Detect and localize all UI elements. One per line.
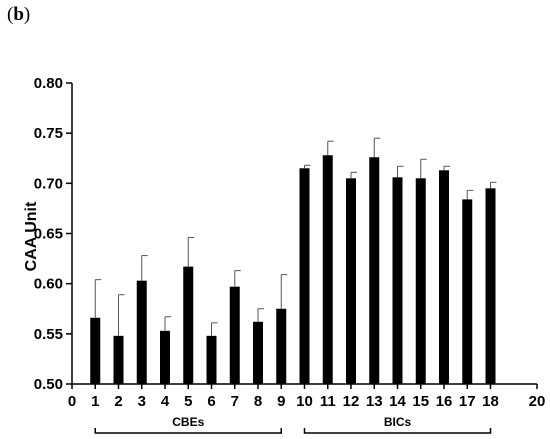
- x-tick-label-6: 6: [207, 393, 215, 410]
- bar-5: [183, 266, 194, 384]
- x-tick-label-16: 16: [436, 393, 453, 410]
- bar-7: [229, 286, 240, 384]
- panel-label-open: (: [7, 4, 14, 25]
- y-tick-label-0.70: 0.70: [34, 175, 63, 192]
- bar-13: [369, 157, 380, 384]
- group-bics-label: BICs: [384, 415, 412, 429]
- y-tick-label-0.55: 0.55: [34, 326, 63, 343]
- bar-17: [462, 199, 473, 384]
- y-tick-label-0.75: 0.75: [34, 125, 63, 142]
- x-tick-label-4: 4: [161, 393, 170, 410]
- bar-2: [113, 335, 124, 384]
- x-tick-label-0: 0: [68, 393, 76, 410]
- panel-label-close: ): [23, 4, 31, 25]
- labels-layer: 0.500.550.600.650.700.750.800 1 2 3 4 5 6 7 8 9 10…: [23, 75, 545, 429]
- bar-14: [392, 177, 403, 384]
- x-tick-label-11: 11: [320, 393, 336, 410]
- y-tick-label-0.50: 0.50: [34, 376, 63, 393]
- x-tick-label-10: 10: [296, 393, 313, 410]
- bar-11: [322, 155, 333, 384]
- x-tick-label-20: 20: [529, 393, 546, 410]
- y-tick-label-0.80: 0.80: [34, 75, 63, 92]
- bar-3: [136, 280, 147, 384]
- x-tick-label-3: 3: [138, 393, 146, 410]
- bar-16: [439, 170, 449, 384]
- x-tick-label-14: 14: [389, 393, 406, 410]
- x-tick-label-8: 8: [254, 393, 262, 410]
- bar-6: [206, 335, 217, 384]
- x-tick-label-12: 12: [343, 393, 360, 410]
- x-tick-label-7: 7: [231, 393, 239, 410]
- x-tick-label-2: 2: [114, 393, 122, 410]
- x-tick-label-5: 5: [184, 393, 192, 410]
- group-cbes-bracket: [94, 428, 282, 434]
- axes-layer: [66, 82, 538, 434]
- bar-15: [415, 178, 426, 384]
- bar-12: [346, 178, 356, 384]
- bar-18: [485, 188, 496, 384]
- x-tick-label-15: 15: [412, 393, 429, 410]
- group-cbes-label: CBEs: [172, 415, 204, 429]
- bars-layer: [90, 155, 496, 384]
- x-tick-label-9: 9: [277, 393, 285, 410]
- x-tick-label-17: 17: [459, 393, 476, 410]
- bar-10: [299, 168, 310, 384]
- group-bics-bracket: [303, 428, 492, 434]
- y-tick-label-0.60: 0.60: [34, 276, 63, 293]
- panel-label-letter: b: [13, 4, 24, 25]
- x-tick-label-13: 13: [366, 393, 383, 410]
- panel-label: (b): [7, 4, 30, 26]
- x-tick-label-18: 18: [482, 393, 499, 410]
- bar-1: [90, 317, 101, 384]
- y-tick-label-0.65: 0.65: [34, 226, 63, 243]
- bar-4: [160, 330, 170, 384]
- error-bars-layer: [94, 137, 497, 336]
- x-tick-label-1: 1: [91, 393, 99, 410]
- bar-9: [276, 308, 287, 384]
- y-axis-title: CAA Unit: [23, 201, 40, 271]
- bar-8: [253, 321, 263, 384]
